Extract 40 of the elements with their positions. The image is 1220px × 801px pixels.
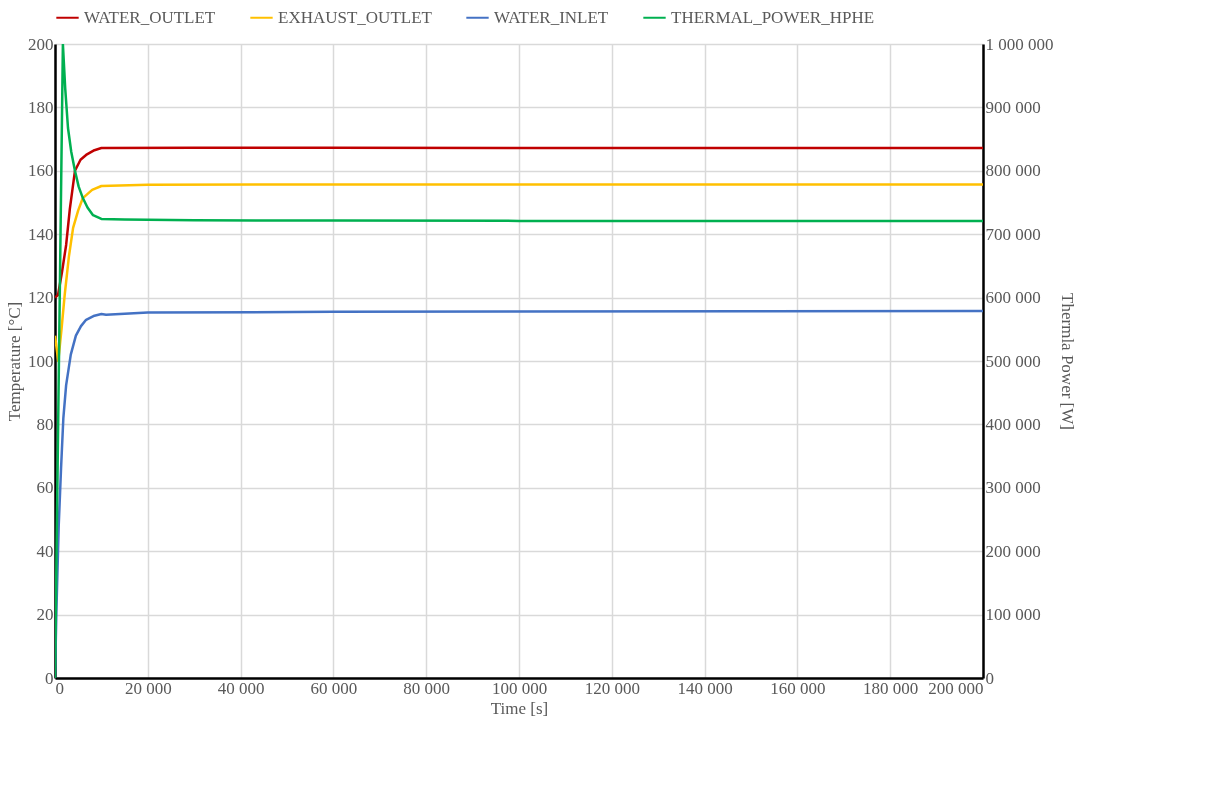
y2-tick-label: 800 000 — [985, 161, 1041, 181]
y-tick-label: 100 — [28, 351, 54, 371]
y2-tick-label: 200 000 — [985, 541, 1041, 561]
y2-tick-label: 600 000 — [985, 288, 1041, 308]
line-series — [55, 146, 983, 299]
x-tick-label: 100 000 — [491, 678, 548, 698]
y-tick-label: 60 — [36, 478, 54, 498]
y2-tick-label: 900 000 — [985, 97, 1041, 117]
y-tick-label: 180 — [28, 97, 54, 117]
line-series — [55, 44, 983, 678]
x-tick-label: 40 000 — [217, 678, 265, 698]
legend-label: WATER_OUTLET — [84, 7, 216, 27]
y2-tick-label: 500 000 — [985, 351, 1041, 371]
y2-tick-label: 300 000 — [985, 478, 1041, 498]
y-tick-label: 20 — [36, 605, 54, 625]
line-series — [55, 183, 983, 363]
x-tick-label: 200 000 — [928, 678, 984, 698]
y2-axis-title: Thermla Power [W] — [1057, 293, 1077, 430]
x-tick-label: 60 000 — [310, 678, 358, 698]
legend-label: THERMAL_POWER_HPHE — [671, 7, 875, 27]
x-tick-label: 120 000 — [584, 678, 640, 698]
y-tick-label: 160 — [28, 161, 54, 181]
legend-label: WATER_INLET — [494, 7, 609, 27]
y2-tick-label: 1 000 000 — [985, 34, 1054, 54]
y-axis-title: Temperature [°C] — [5, 301, 24, 422]
x-axis-title: Time [s] — [490, 698, 549, 718]
y-tick-label: 140 — [28, 224, 54, 244]
y2-tick-label: 100 000 — [985, 605, 1041, 625]
y-tick-label: 80 — [36, 414, 54, 434]
y-tick-label: 120 — [28, 288, 54, 308]
x-tick-label: 180 000 — [863, 678, 919, 698]
y2-tick-label: 400 000 — [985, 414, 1041, 434]
y2-tick-label: 700 000 — [985, 224, 1041, 244]
legend-label: EXHAUST_OUTLET — [278, 7, 433, 27]
y-tick-label: 40 — [36, 541, 54, 561]
x-tick-label: 20 000 — [124, 678, 172, 698]
y-tick-label: 200 — [28, 34, 54, 54]
x-tick-label: 140 000 — [677, 678, 733, 698]
x-tick-label: 160 000 — [770, 678, 826, 698]
x-tick-label: 80 000 — [403, 678, 451, 698]
